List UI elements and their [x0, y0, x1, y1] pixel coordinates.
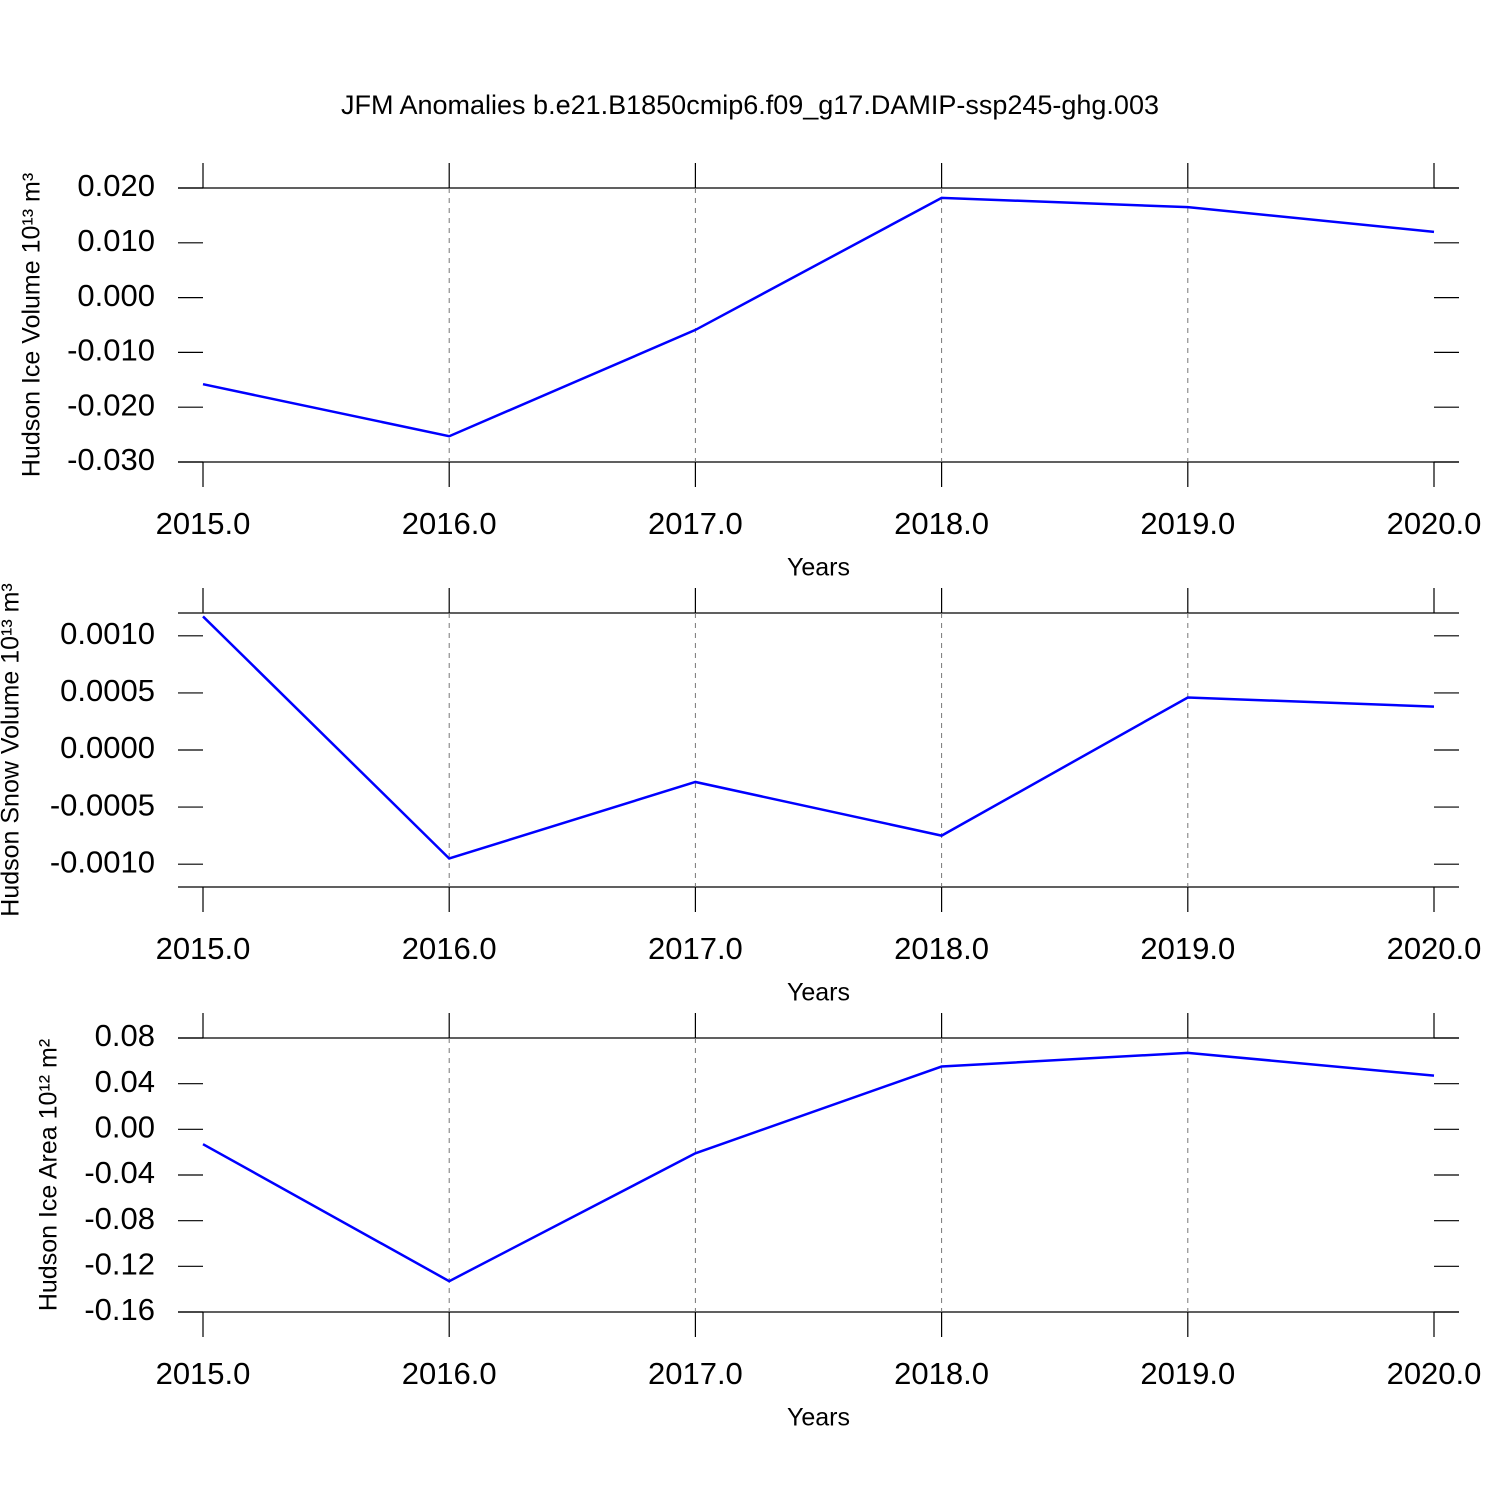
- y-tick-label: -0.030: [67, 442, 155, 477]
- x-axis-label: Years: [787, 554, 850, 582]
- x-tick-label: 2020.0: [1387, 931, 1482, 966]
- x-tick-label: 2019.0: [1140, 506, 1235, 541]
- y-tick-label: -0.12: [84, 1247, 155, 1282]
- figure-title: JFM Anomalies b.e21.B1850cmip6.f09_g17.D…: [341, 90, 1159, 120]
- x-tick-label: 2015.0: [156, 506, 251, 541]
- y-tick-label: 0.0010: [60, 616, 155, 651]
- x-tick-label: 2016.0: [402, 1356, 497, 1391]
- y-axis-label: Hudson Snow Volume 10¹³ m³: [0, 583, 25, 916]
- y-tick-label: -0.010: [67, 333, 155, 368]
- y-tick-label: 0.0005: [60, 673, 155, 708]
- x-tick-label: 2016.0: [402, 506, 497, 541]
- y-tick-label: 0.020: [77, 168, 155, 203]
- x-tick-label: 2018.0: [894, 931, 989, 966]
- x-tick-label: 2020.0: [1387, 1356, 1482, 1391]
- x-tick-label: 2019.0: [1140, 1356, 1235, 1391]
- x-tick-label: 2020.0: [1387, 506, 1482, 541]
- data-line: [202, 1051, 1435, 1283]
- y-tick-label: -0.08: [84, 1201, 155, 1236]
- y-tick-label: 0.04: [95, 1064, 155, 1099]
- data-line: [202, 615, 1435, 860]
- y-tick-label: 0.000: [77, 278, 155, 313]
- data-line: [202, 196, 1435, 438]
- x-tick-label: 2016.0: [402, 931, 497, 966]
- x-tick-label: 2015.0: [156, 1356, 251, 1391]
- y-tick-label: -0.16: [84, 1292, 155, 1327]
- x-tick-label: 2018.0: [894, 506, 989, 541]
- x-tick-label: 2017.0: [648, 1356, 743, 1391]
- y-tick-label: -0.0010: [50, 844, 155, 879]
- x-tick-label: 2017.0: [648, 931, 743, 966]
- x-tick-label: 2015.0: [156, 931, 251, 966]
- y-tick-label: -0.0005: [50, 787, 155, 822]
- y-tick-label: 0.010: [77, 223, 155, 258]
- y-tick-label: -0.020: [67, 387, 155, 422]
- y-tick-label: 0.0000: [60, 730, 155, 765]
- y-axis-label: Hudson Ice Volume 10¹³ m³: [18, 173, 46, 477]
- y-tick-label: -0.04: [84, 1155, 155, 1190]
- x-axis-label: Years: [787, 1404, 850, 1432]
- x-tick-label: 2017.0: [648, 506, 743, 541]
- x-tick-label: 2018.0: [894, 1356, 989, 1391]
- x-axis-label: Years: [787, 979, 850, 1007]
- x-tick-label: 2019.0: [1140, 931, 1235, 966]
- y-tick-label: 0.08: [95, 1018, 155, 1053]
- y-axis-label: Hudson Ice Area 10¹² m²: [35, 1039, 63, 1311]
- y-tick-label: 0.00: [95, 1110, 155, 1145]
